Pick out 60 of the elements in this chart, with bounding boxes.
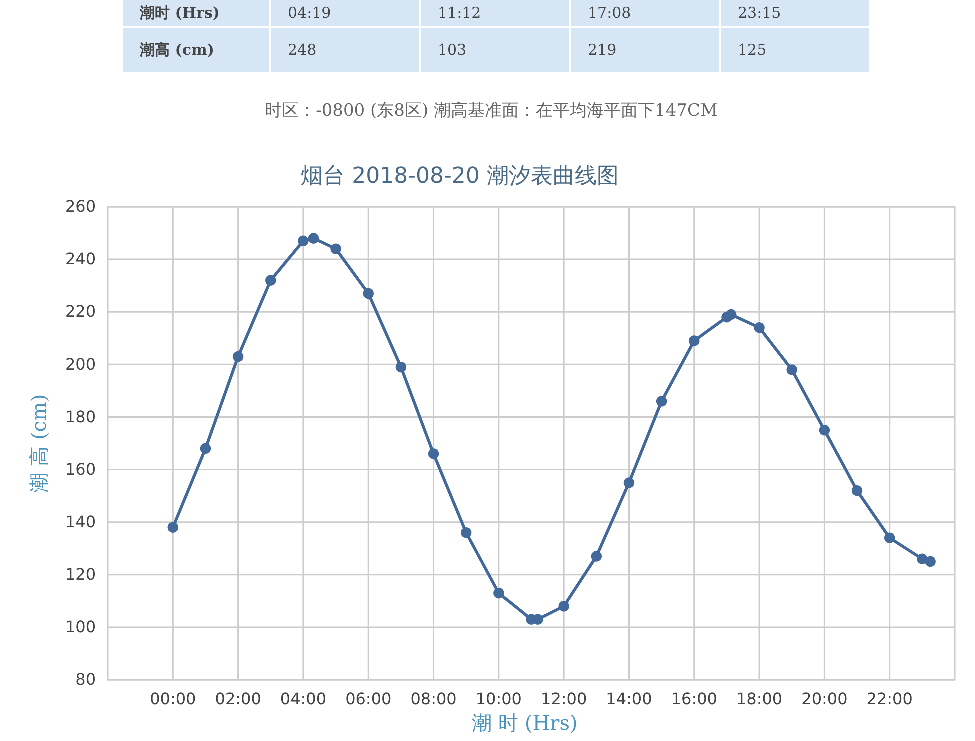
x-tick-label: 20:00 [802,689,848,708]
point [460,528,472,538]
point [754,322,765,334]
text: 时区：-0800 (东8区) 潮高基准面：在平均海平面下147CM [265,101,718,121]
point [330,244,342,254]
point [308,233,320,244]
text: 17:08 [588,4,632,22]
text: 11:12 [438,4,482,22]
x-tick-label: 12:00 [541,689,588,708]
y-tick-label: 120 [65,565,96,584]
y-tick-label: 200 [65,354,96,374]
x-tick-label: 16:00 [671,689,718,708]
y-tick-label: 180 [65,407,96,426]
point [494,588,504,599]
chart-title: 烟台 2018-08-20 潮汐表曲线图 [301,164,619,189]
point [558,601,570,612]
x-tick-label: 02:00 [215,689,262,708]
point [428,448,440,460]
x-tick-label: 18:00 [736,689,783,708]
text: 23:15 [738,4,782,22]
y-tick-label: 100 [65,618,96,637]
point [884,532,896,544]
point [396,362,407,373]
point [591,551,602,562]
x-tick-label: 04:00 [280,689,327,708]
x-tick-label: 14:00 [606,689,652,708]
y-tick-label: 80 [76,670,96,690]
x-tick-label: 00:00 [150,689,196,708]
point [689,336,700,346]
point [656,396,668,407]
point [624,478,635,488]
point [168,522,179,533]
x-tick-label: 10:00 [476,689,522,708]
point [786,364,798,376]
x-tick-label: 22:00 [866,689,913,708]
point [852,485,863,496]
point [232,351,244,362]
y-tick-label: 220 [65,302,96,322]
point [200,443,212,454]
y-tick-label: 160 [65,460,96,479]
point [925,556,936,568]
y-tick-label: 240 [65,250,96,269]
text: 04:19 [288,4,332,22]
point [819,425,830,436]
text: 125 [738,41,767,59]
x-tick-label: 08:00 [410,689,457,708]
text: 潮时 (Hrs) [139,4,220,22]
y-axis-title: 潮 高 (cm) [27,394,51,493]
text: 219 [588,41,617,59]
point [266,275,276,286]
point [726,309,737,320]
point [298,236,309,247]
point [363,288,374,300]
x-tick-label: 06:00 [346,689,392,708]
text: 潮高 (cm) [139,41,214,59]
x-axis-title: 潮 时 (Hrs) [472,711,578,735]
y-tick-label: 140 [65,512,96,532]
y-tick-label: 260 [65,197,96,216]
text: 248 [288,41,317,59]
text: 103 [438,41,467,59]
